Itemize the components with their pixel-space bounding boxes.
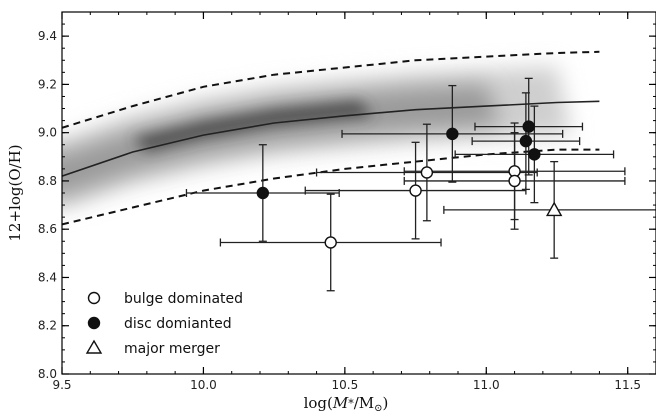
x-tick-label: 9.5 [52, 378, 71, 392]
data-point-disc [522, 120, 535, 133]
y-tick-label: 8.2 [38, 319, 57, 333]
y-tick-label: 9.2 [38, 77, 57, 91]
upper-scatter-line [62, 50, 600, 129]
legend-label-disc: disc domianted [124, 316, 232, 332]
x-tick-label: 11.0 [473, 378, 500, 392]
x-axis-label: log(M*/M⊙) [304, 394, 389, 412]
data-point-bulge [409, 184, 422, 197]
axis-ticks: 9.5 10.0 10.5 11.0 11.5 8.0 8.2 8.4 8.6 8.8 9.0 9.2… [38, 11, 656, 392]
y-axis-label: 12+log(O/H) [6, 144, 24, 241]
lower-scatter-line [62, 148, 600, 226]
y-tick-label: 8.4 [38, 270, 57, 284]
data-point-bulge [420, 166, 434, 179]
legend-label-bulge: bulge dominated [124, 291, 243, 307]
density-map [62, 66, 572, 209]
y-tick-label: 8.8 [38, 174, 57, 188]
legend-marker-disc [87, 316, 101, 330]
data-point-disc [519, 134, 533, 148]
data-point-disc [446, 127, 459, 141]
relation-curves [62, 50, 600, 226]
legend: bulge dominated disc domianted major mer… [85, 291, 243, 357]
y-tick-label: 9.0 [38, 126, 57, 140]
legend-marker-bulge [87, 291, 101, 305]
data-point-disc [528, 148, 541, 161]
data-point-disc [256, 186, 270, 200]
x-tick-label: 10.5 [331, 378, 358, 392]
x-tick-label: 11.5 [614, 378, 641, 392]
legend-marker-merger [85, 339, 103, 354]
y-tick-label: 9.4 [38, 29, 57, 43]
data-markers [256, 120, 563, 249]
legend-label-merger: major merger [124, 341, 220, 357]
median-relation-line [62, 100, 600, 177]
data-point-bulge [508, 174, 521, 188]
y-tick-label: 8.0 [38, 367, 57, 381]
data-point-bulge [324, 236, 337, 249]
x-tick-label: 10.0 [190, 378, 217, 392]
data-point-major-merger [545, 201, 563, 217]
y-tick-label: 8.6 [38, 222, 57, 236]
